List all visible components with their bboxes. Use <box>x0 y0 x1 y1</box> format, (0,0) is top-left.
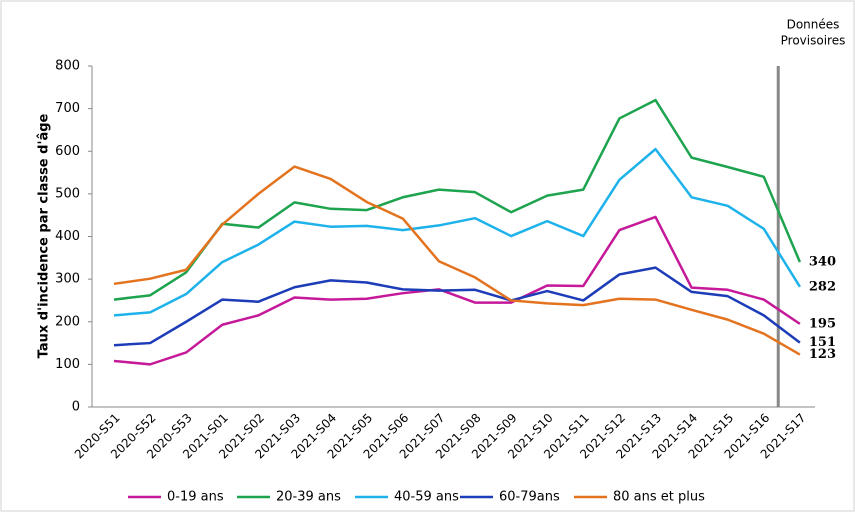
data-label: 340 <box>809 255 836 270</box>
series-line <box>113 98 802 301</box>
y-tick-label: 200 <box>55 314 80 329</box>
y-tick-label: 700 <box>55 101 80 116</box>
y-tick-label: 600 <box>55 144 80 159</box>
annotation: Provisoires <box>781 34 846 48</box>
series-line <box>113 215 801 366</box>
y-tick-label: 300 <box>55 272 80 287</box>
legend-label: 20-39 ans <box>276 490 341 505</box>
legend-label: 80 ans et plus <box>613 490 705 505</box>
y-tick-label: 400 <box>55 229 80 244</box>
y-axis-label: Taux d'incidence par classe d'âge <box>37 113 52 358</box>
series-line <box>113 147 801 317</box>
legend-label: 60-79ans <box>499 490 560 505</box>
y-tick-label: 500 <box>55 186 80 201</box>
data-label: 151 <box>809 335 836 350</box>
legend-label: 40-59 ans <box>394 490 459 505</box>
legend-label: 0-19 ans <box>167 490 224 505</box>
data-label: 123 <box>809 347 836 362</box>
data-label: 282 <box>809 279 836 294</box>
data-label: 195 <box>809 316 836 331</box>
y-tick-label: 0 <box>72 400 80 415</box>
y-tick-label: 800 <box>55 59 80 74</box>
series-line <box>113 165 801 356</box>
annotation: Données <box>787 18 840 32</box>
y-tick-label: 100 <box>55 357 80 372</box>
series-line <box>113 266 801 347</box>
